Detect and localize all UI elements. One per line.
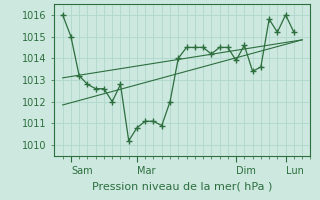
X-axis label: Pression niveau de la mer( hPa ): Pression niveau de la mer( hPa )	[92, 182, 273, 192]
